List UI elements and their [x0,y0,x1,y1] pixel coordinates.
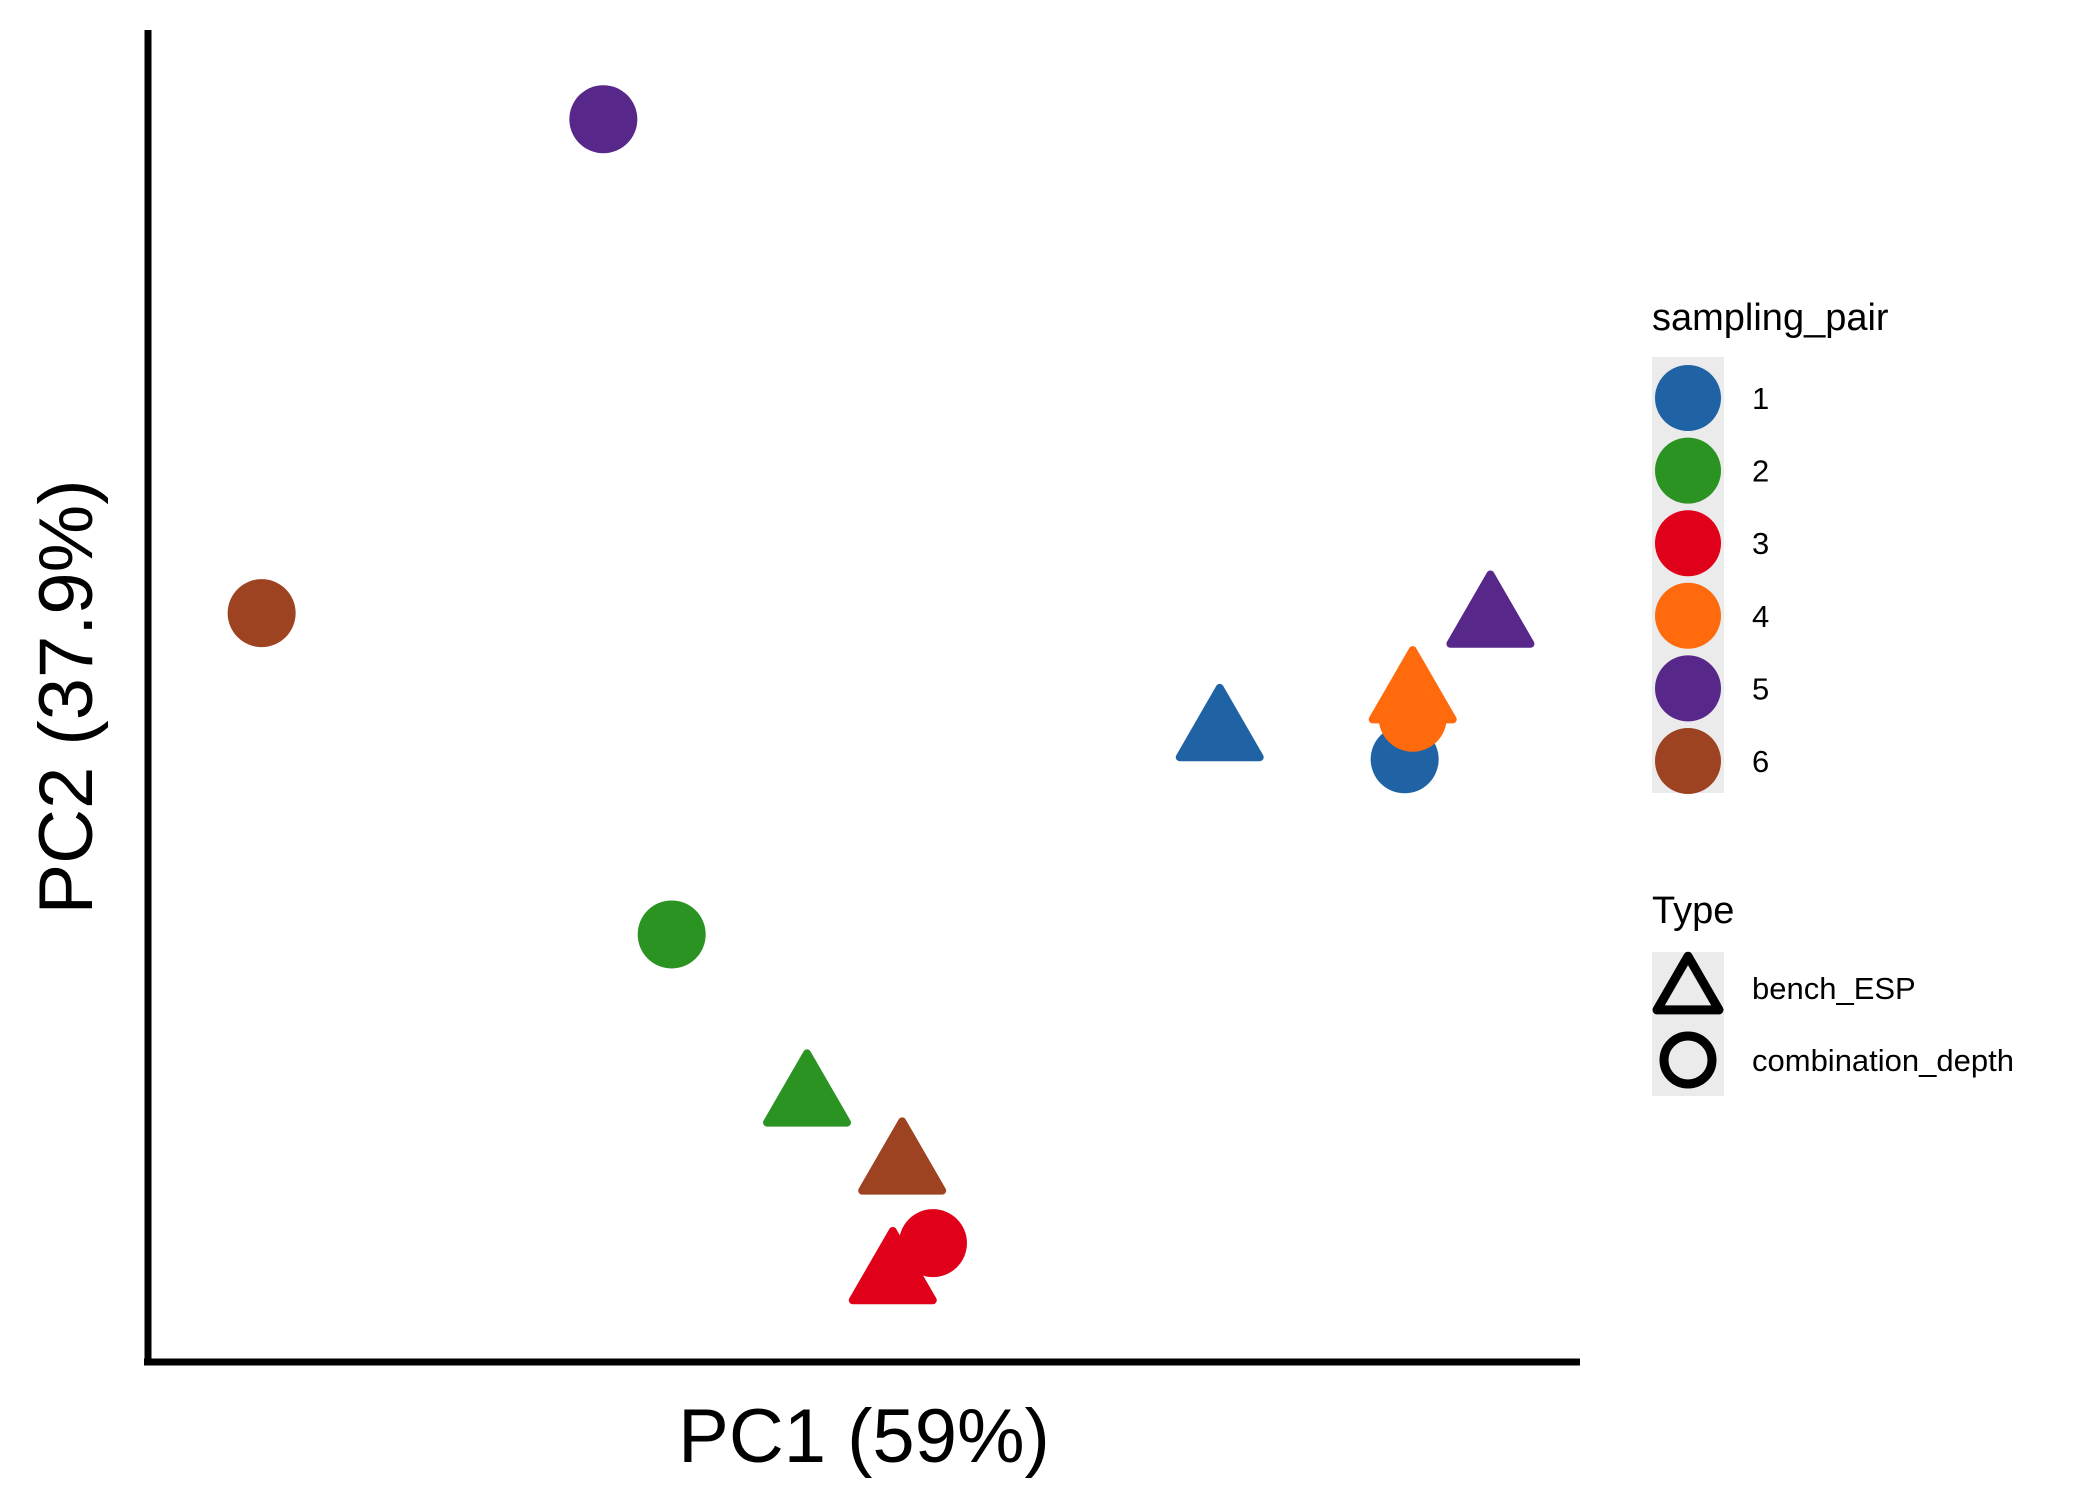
points-layer [227,85,1535,1305]
y-axis-label: PC2 (37.9%) [24,479,109,914]
shape-legend-key-background [1652,952,1724,1096]
data-point-11 [1368,646,1457,724]
x-axis-label: PC1 (59%) [678,1394,1050,1479]
legend-label-type-1: bench_ESP [1752,971,1916,1006]
legend-key-pair-6 [1655,728,1721,794]
legend-label-type-2: combination_depth [1752,1043,2014,1078]
data-point-4 [763,1049,852,1127]
legend-key-pair-5 [1655,655,1721,722]
legend-key-pair-1 [1655,365,1721,431]
legend-label-pair-2: 2 [1752,454,1769,489]
data-point-2 [227,579,296,648]
legend-label-pair-5: 5 [1752,671,1769,706]
data-point-8 [1175,683,1264,762]
data-point-1 [569,85,638,154]
legend-key-type-triangle [1652,951,1724,1015]
color-legend-title: sampling_pair [1652,297,1889,339]
legend-key-pair-2 [1655,437,1721,504]
legend-label-pair-4: 4 [1752,599,1769,634]
legend-label-pair-1: 1 [1752,381,1769,416]
legend-key-type-circle [1659,1031,1717,1089]
data-point-3 [637,900,706,969]
data-point-7 [898,1209,967,1278]
color-legend-entries: 1 2 3 4 5 6 [1655,365,1769,794]
legend-key-pair-4 [1655,582,1721,649]
legend-key-pair-3 [1655,510,1721,577]
data-point-12 [1446,570,1535,648]
legend: sampling_pair 1 2 3 4 5 6 Type bench_ESPcombi… [1652,297,2014,1096]
shape-legend-entries: bench_ESP combination_depth [1652,951,2014,1089]
shape-legend-title: Type [1652,890,1734,932]
data-point-5 [858,1117,947,1195]
legend-label-pair-6: 6 [1752,744,1769,779]
legend-label-pair-3: 3 [1752,526,1769,561]
